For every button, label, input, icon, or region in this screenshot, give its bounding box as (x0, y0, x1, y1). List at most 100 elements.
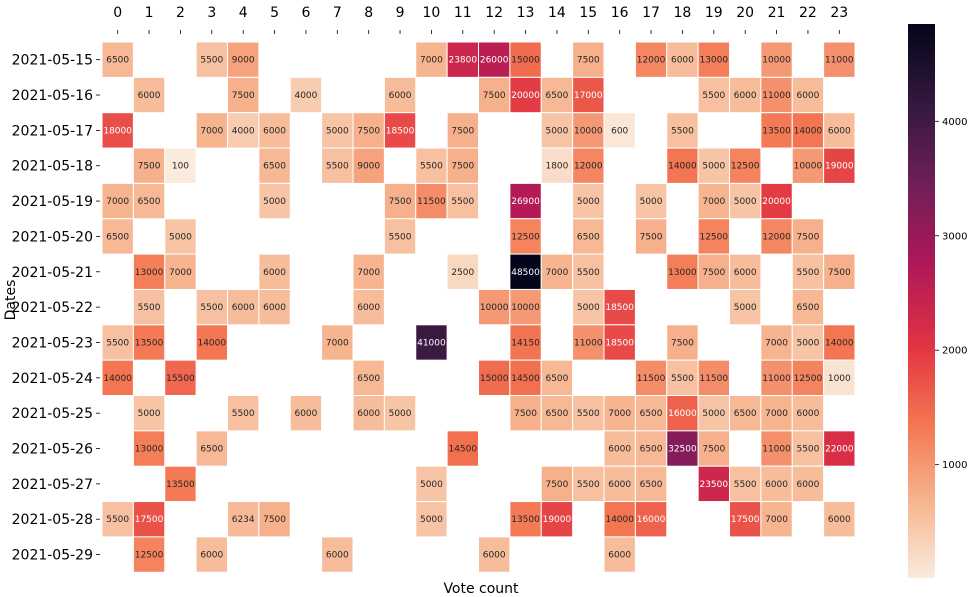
cell-value-label: 6000 (389, 91, 412, 101)
heatmap-cell (132, 324, 166, 361)
cell-value-label: 10000 (511, 303, 540, 313)
cell-value-label: 6000 (828, 126, 851, 136)
heatmap-cell (540, 147, 574, 184)
cell-value-label: 6500 (640, 445, 663, 455)
cell-value-label: 6000 (828, 515, 851, 525)
y-tick-label: 2021-05-27 (12, 477, 93, 493)
y-tick-label: 2021-05-26 (12, 442, 93, 458)
cell-value-label: 7000 (702, 197, 725, 207)
x-tick-label: 7 (333, 5, 342, 21)
heatmap-cell (509, 359, 542, 396)
cell-value-label: 7500 (828, 268, 851, 278)
heatmap-cell (823, 501, 856, 538)
x-tick-label: 23 (830, 5, 848, 21)
cell-value-label: 14000 (103, 374, 132, 384)
heatmap-cell (478, 288, 511, 326)
cell-value-label: 20000 (762, 197, 791, 207)
cell-value-label: 6500 (200, 445, 223, 455)
cell-value-label: 7000 (545, 268, 568, 278)
cell-value-label: 6500 (577, 232, 600, 242)
cell-value-label: 7500 (451, 126, 474, 136)
cell-value-label: 17000 (574, 91, 603, 101)
cell-value-label: 11000 (762, 445, 791, 455)
cell-value-label: 48500 (511, 268, 540, 278)
heatmap-cell (227, 501, 260, 538)
cell-value-label: 14000 (197, 338, 226, 348)
cell-value-label: 5000 (138, 409, 161, 419)
cell-value-label: 18500 (605, 338, 634, 348)
x-tick-label: 16 (611, 5, 629, 21)
cell-value-label: 14000 (794, 126, 823, 136)
x-tick-label: 12 (485, 5, 503, 21)
cell-value-label: 5000 (420, 515, 443, 525)
heatmap-cell (572, 76, 605, 114)
x-tick-label: 17 (642, 5, 660, 21)
cell-value-label: 6000 (294, 409, 317, 419)
y-tick-labels: 2021-05-15 2021-05-16 2021-05-17 2021-05-18… (12, 53, 100, 564)
heatmap-cell (446, 147, 480, 184)
cell-value-label: 7500 (138, 162, 161, 172)
cell-value-label: 7500 (545, 480, 568, 490)
cell-value-label: 5500 (577, 268, 600, 278)
cell-value-label: 19000 (543, 515, 572, 525)
cell-value-label: 5500 (106, 338, 129, 348)
cell-value-label: 10000 (480, 303, 509, 313)
cell-value-label: 5000 (796, 338, 819, 348)
cell-value-label: 5000 (577, 197, 600, 207)
heatmap-cell (478, 536, 511, 573)
x-axis-label: Vote count (443, 581, 519, 597)
y-tick-label: 2021-05-18 (12, 159, 93, 175)
heatmap-cell (697, 76, 731, 114)
heatmap-cell (352, 253, 385, 290)
heatmap-cell (572, 395, 605, 432)
heatmap-cell (509, 324, 542, 361)
heatmap-cell (164, 465, 197, 503)
cell-value-label: 6000 (671, 56, 694, 66)
y-tick-label: 2021-05-16 (12, 88, 93, 104)
cell-value-label: 13500 (511, 515, 540, 525)
y-tick-label: 2021-05-25 (12, 406, 93, 422)
cell-value-label: 7000 (420, 56, 443, 66)
colorbar-tick-label: 10000 (942, 460, 968, 471)
cell-value-label: 23800 (448, 56, 477, 66)
heatmap-cell (446, 112, 480, 149)
heatmap-cell (258, 501, 291, 538)
heatmap-cell (227, 112, 260, 149)
cell-value-label: 13000 (135, 268, 164, 278)
cell-value-label: 9000 (357, 162, 380, 172)
heatmap-cell (258, 112, 291, 149)
heatmap-cell (446, 430, 480, 467)
cell-value-label: 17500 (731, 515, 760, 525)
cell-value-label: 5000 (734, 197, 757, 207)
heatmap-cell (760, 112, 793, 149)
cell-value-label: 12500 (511, 232, 540, 242)
cell-value-label: 5500 (451, 197, 474, 207)
cell-value-label: 6000 (796, 91, 819, 101)
colorbar-tick-label: 40000 (942, 117, 968, 128)
heatmap-cell (666, 253, 699, 290)
heatmap-cell (572, 147, 605, 184)
x-tick-label: 5 (270, 5, 279, 21)
heatmap-cell (823, 147, 856, 184)
heatmap-cell (321, 536, 354, 573)
cell-value-label: 13500 (762, 126, 791, 136)
heatmap-cell (729, 288, 762, 326)
heatmap-cell (101, 41, 134, 78)
cell-value-label: 5500 (138, 303, 161, 313)
cell-value-label: 6000 (765, 480, 788, 490)
cell-value-label: 100 (172, 162, 189, 172)
heatmap-cell (540, 253, 574, 290)
heatmap-cell (540, 76, 574, 114)
heatmap-cell (823, 41, 856, 78)
heatmap-cell (603, 288, 636, 326)
y-tick-label: 2021-05-28 (12, 512, 93, 528)
cell-value-label: 9000 (232, 56, 255, 66)
y-axis-label: Dates (3, 280, 19, 321)
cell-value-label: 12500 (135, 551, 164, 561)
heatmap-cell (258, 182, 291, 220)
heatmap-cell (791, 430, 825, 467)
x-tick-labels: 0 1 2 3 4 5 6 7 8 9 10 11 12 13 14 15 16 17 18 19 20 21 22 23 (113, 5, 848, 34)
heatmap-cell (634, 430, 668, 467)
colorbar-tick-label: 20000 (942, 346, 968, 357)
cell-value-label: 5000 (420, 480, 443, 490)
